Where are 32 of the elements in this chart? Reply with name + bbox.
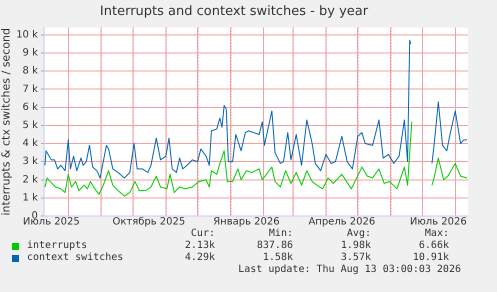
text: 10.91k [412, 252, 449, 264]
y-tick-label: 1 k [22, 192, 38, 204]
text: 6.66k [418, 240, 449, 252]
chart-title: Interrupts and context switches - by year [100, 4, 369, 20]
y-tick-label: 2 k [22, 174, 38, 186]
y-tick-label: 9 k [22, 48, 38, 59]
y-tick-label: 8 k [22, 66, 38, 77]
y-tick-label: 6 k [22, 102, 38, 113]
text: Cur: [190, 228, 215, 240]
y-tick-label: 10 k [16, 29, 38, 40]
x-tick-label: Апрель 2026 [308, 216, 376, 228]
legend-label: interrupts [27, 240, 88, 252]
x-tick-label: Июль 2025 [22, 216, 80, 228]
text: Max: [424, 228, 449, 240]
y-axis-title: interrupts & ctx switches / second [0, 28, 12, 216]
y-tick-label: 5 k [22, 120, 38, 132]
y-tick-label: 4 k [22, 138, 38, 150]
text: 1.58k [262, 252, 293, 264]
x-tick-label: Октябрь 2025 [112, 216, 186, 228]
text: 4.29k [184, 252, 215, 264]
x-tick-label: Январь 2026 [213, 216, 280, 228]
y-tick-label: 3 k [22, 156, 38, 168]
text: 2.13k [184, 240, 215, 252]
legend-label: context switches [27, 252, 124, 264]
text: 837.86 [256, 240, 293, 252]
y-tick-label: 7 k [22, 84, 38, 95]
text: Avg: [346, 228, 371, 240]
text: 1.98k [340, 240, 371, 252]
text: Last update: Thu Aug 13 03:00:03 2026 [237, 264, 462, 276]
text: 3.57k [340, 252, 371, 264]
text: Min: [268, 228, 293, 240]
x-tick-label: Июль 2026 [410, 216, 467, 228]
